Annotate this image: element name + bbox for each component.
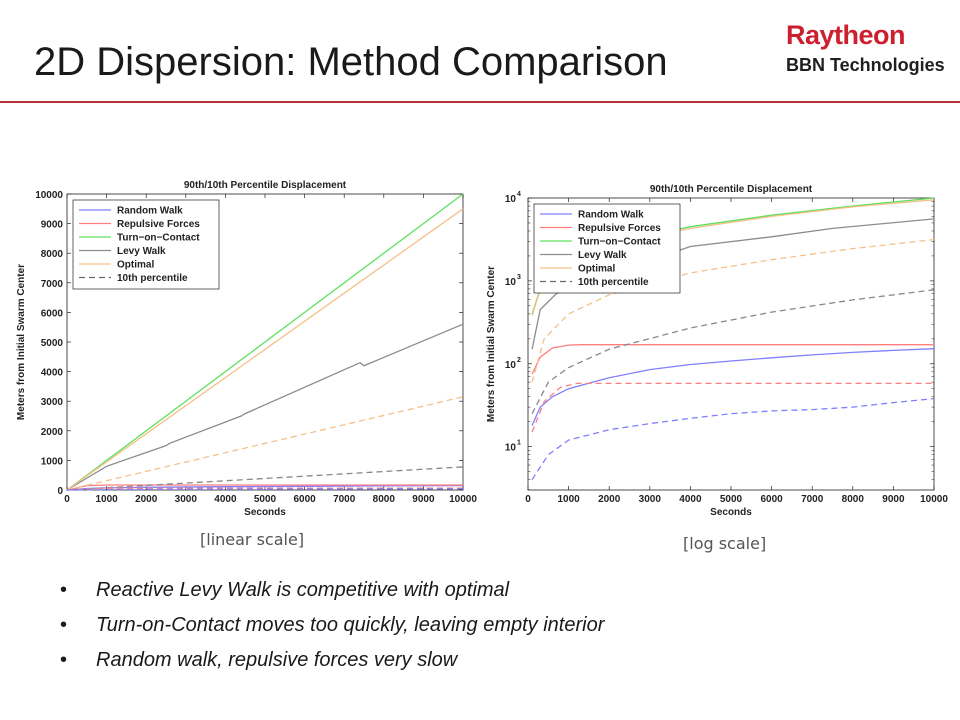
x-tick-label: 8000 (842, 494, 865, 505)
x-tick-label: 7000 (801, 494, 824, 505)
legend-label: Random Walk (117, 206, 183, 217)
bullet-item: • Random walk, repulsive forces very slow (60, 648, 940, 672)
series-line-10th-percentile (531, 382, 934, 433)
chart-title: 90th/10th Percentile Displacement (184, 180, 347, 191)
y-tick-label: 9000 (41, 220, 64, 231)
x-tick-label: 10000 (449, 494, 477, 505)
y-tick-label: 1000 (41, 456, 64, 467)
y-tick-exponent: 4 (517, 191, 521, 198)
series-group (66, 193, 464, 491)
legend-box (72, 199, 220, 290)
x-tick-label: 3000 (175, 494, 198, 505)
series-line-10th-percentile (66, 466, 464, 491)
series-line-random-walk (531, 348, 935, 426)
series-line-repulsive-forces (531, 344, 934, 375)
series-line-turn-on-contact (66, 193, 464, 491)
legend-label: Turn−on−Contact (117, 233, 200, 244)
x-tick-label: 9000 (412, 494, 435, 505)
x-tick-label: 4000 (214, 494, 237, 505)
log-scale-label: [log scale] (683, 534, 767, 553)
series-line-levy-walk (66, 323, 464, 491)
legend-label: Optimal (117, 260, 154, 271)
slide-title: 2D Dispersion: Method Comparison (34, 40, 668, 84)
x-tick-label: 2000 (598, 494, 621, 505)
x-tick-label: 0 (525, 494, 531, 505)
y-tick-label: 10000 (35, 190, 63, 201)
logo-brand: Raytheon (786, 20, 906, 50)
x-tick-label: 0 (64, 494, 70, 505)
bullet-dot-icon: • (60, 579, 68, 601)
y-tick-label: 10 (505, 194, 517, 205)
y-tick-label: 10 (505, 360, 517, 371)
x-tick-label: 6000 (293, 494, 316, 505)
legend-label: 10th percentile (117, 273, 188, 284)
series-line-10th-percentile (531, 289, 935, 414)
y-tick-label: 3000 (41, 397, 64, 408)
legend-label: Levy Walk (117, 246, 166, 257)
y-tick-label: 2000 (41, 427, 64, 438)
x-tick-label: 4000 (679, 494, 702, 505)
x-tick-label: 1000 (557, 494, 580, 505)
x-tick-label: 3000 (639, 494, 662, 505)
log-chart: 90th/10th Percentile Displacement 0 1000 20… (484, 176, 950, 526)
log-chart-svg: 90th/10th Percentile Displacement 0 1000 20… (486, 184, 948, 518)
linear-chart: 90th/10th Percentile Displacement 0 1000 20… (10, 172, 480, 527)
bullet-text: Turn-on-Contact moves too quickly, leavi… (96, 614, 605, 636)
y-tick-label: 7000 (41, 279, 64, 290)
legend-box (533, 203, 681, 294)
x-axis-label: Seconds (244, 507, 286, 518)
bullet-text: Random walk, repulsive forces very slow (96, 649, 458, 671)
bullet-text: Reactive Levy Walk is competitive with o… (96, 579, 510, 601)
bullet-list: • Reactive Levy Walk is competitive with … (60, 578, 940, 683)
series-line-10th-percentile (531, 397, 935, 480)
linear-chart-svg: 90th/10th Percentile Displacement 0 1000 20… (16, 180, 477, 518)
legend-label: Repulsive Forces (117, 219, 200, 230)
legend-label: Levy Walk (578, 250, 627, 261)
y-tick-label: 5000 (41, 338, 64, 349)
y-tick-label: 8000 (41, 249, 64, 260)
logo-subtitle: BBN Technologies (786, 55, 945, 75)
x-tick-label: 5000 (720, 494, 743, 505)
y-tick-exponent: 1 (517, 440, 521, 447)
bullet-item: • Turn-on-Contact moves too quickly, leav… (60, 613, 940, 637)
title-divider (0, 101, 960, 103)
bullet-item: • Reactive Levy Walk is competitive with … (60, 578, 940, 602)
bullet-dot-icon: • (60, 614, 68, 636)
series-line-10th-percentile (66, 396, 464, 491)
x-tick-label: 2000 (135, 494, 158, 505)
y-axis-label: Meters from Initial Swarm Center (16, 264, 27, 420)
x-tick-label: 8000 (373, 494, 396, 505)
legend-label: Turn−on−Contact (578, 237, 661, 248)
series-line-10th-percentile (531, 238, 935, 383)
y-tick-label: 0 (57, 486, 63, 497)
x-tick-label: 5000 (254, 494, 277, 505)
x-tick-label: 1000 (95, 494, 118, 505)
y-tick-label: 4000 (41, 368, 64, 379)
chart-title: 90th/10th Percentile Displacement (650, 184, 813, 195)
chart-legend: Random Walk Repulsive Forces Turn−on−Conta… (533, 203, 681, 294)
chart-legend: Random Walk Repulsive Forces Turn−on−Conta… (72, 199, 220, 290)
y-tick-exponent: 2 (517, 357, 521, 364)
company-logo: Raytheon BBN Technologies (786, 20, 946, 80)
bullet-dot-icon: • (60, 649, 68, 671)
x-tick-label: 6000 (760, 494, 783, 505)
series-line-10th-percentile (66, 488, 464, 491)
series-line-optimal (66, 208, 464, 491)
legend-label: 10th percentile (578, 277, 649, 288)
y-tick-exponent: 3 (517, 274, 521, 281)
y-axis-label: Meters from Initial Swarm Center (486, 266, 497, 422)
y-tick-label: 10 (505, 443, 517, 454)
x-tick-label: 10000 (920, 494, 948, 505)
x-axis-label: Seconds (710, 507, 752, 518)
y-tick-label: 10 (505, 277, 517, 288)
legend-label: Repulsive Forces (578, 223, 661, 234)
y-tick-label: 6000 (41, 308, 64, 319)
legend-label: Optimal (578, 264, 615, 275)
x-tick-label: 9000 (882, 494, 905, 505)
x-tick-label: 7000 (333, 494, 356, 505)
linear-scale-label: [linear scale] (200, 530, 305, 549)
legend-label: Random Walk (578, 210, 644, 221)
